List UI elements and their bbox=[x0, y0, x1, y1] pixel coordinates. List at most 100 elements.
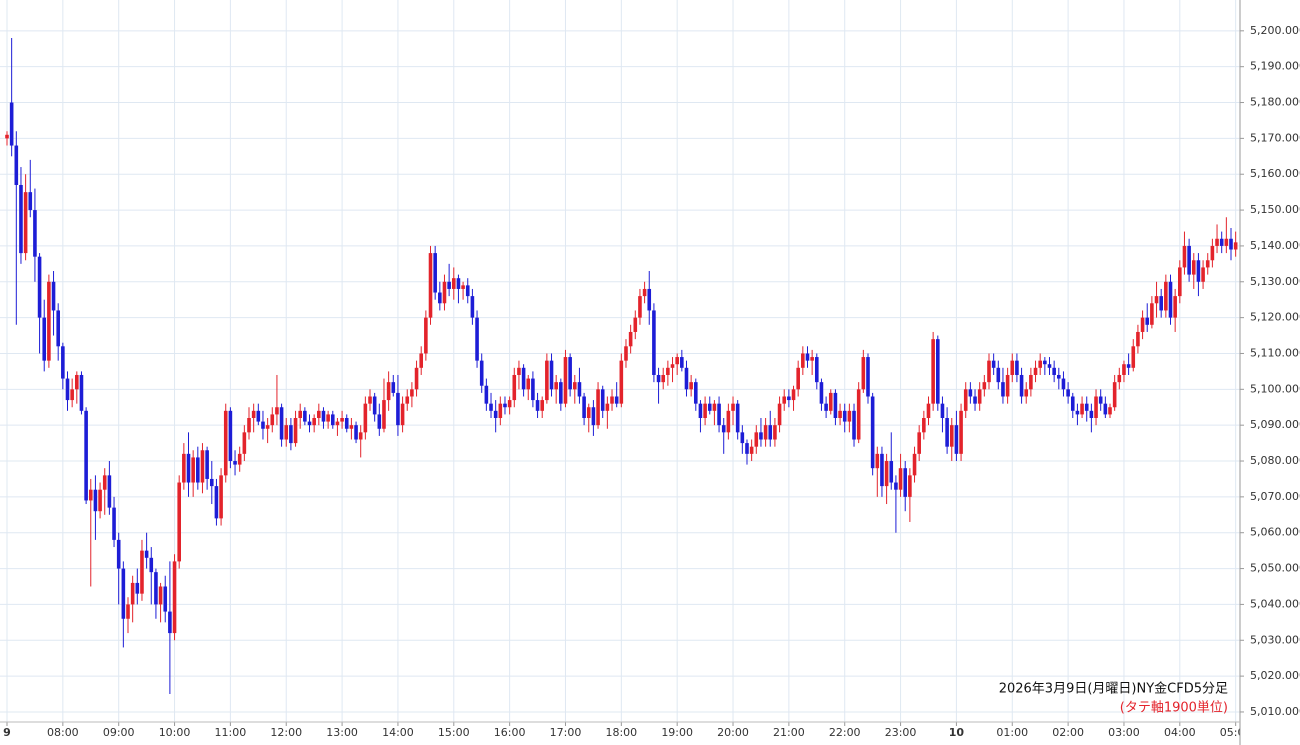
candle-body bbox=[1015, 360, 1019, 375]
candle-body bbox=[177, 482, 181, 562]
candle-body bbox=[1131, 346, 1136, 368]
candle-body bbox=[1210, 245, 1215, 261]
candle-body bbox=[433, 253, 437, 293]
candle-body bbox=[968, 389, 973, 397]
candle-body bbox=[1164, 281, 1168, 311]
candle-body bbox=[382, 400, 386, 429]
annotation: (タテ軸1900単位) bbox=[1120, 700, 1228, 716]
candle-body bbox=[954, 425, 959, 454]
candle-body bbox=[56, 310, 60, 347]
candle-body bbox=[335, 421, 340, 426]
candle-body bbox=[810, 357, 814, 361]
candle-body bbox=[572, 382, 577, 390]
candle-body bbox=[633, 317, 638, 332]
candle-body bbox=[619, 360, 624, 404]
candle-body bbox=[535, 400, 540, 411]
candle-body bbox=[512, 374, 517, 401]
candle-body bbox=[1103, 403, 1108, 415]
candle-body bbox=[163, 586, 168, 612]
candle-body bbox=[931, 339, 935, 404]
candle-body bbox=[391, 382, 396, 393]
candle-body bbox=[200, 450, 205, 483]
candle-body bbox=[98, 489, 102, 512]
candle-body bbox=[531, 378, 535, 401]
candle-body bbox=[987, 360, 991, 383]
x-tick-label: 9 bbox=[3, 726, 11, 739]
candle-body bbox=[107, 475, 112, 508]
candle-body bbox=[154, 572, 158, 605]
candle-body bbox=[1066, 389, 1070, 397]
candle-body bbox=[936, 339, 940, 404]
candle-body bbox=[358, 432, 363, 440]
candle-body bbox=[1029, 374, 1033, 390]
candle-body bbox=[880, 453, 884, 487]
candle-body bbox=[28, 192, 33, 211]
candle-body bbox=[1224, 238, 1229, 246]
candle-body bbox=[196, 457, 200, 483]
candle-body bbox=[926, 403, 931, 418]
candle-body bbox=[293, 418, 298, 444]
candle-body bbox=[498, 403, 503, 418]
candle-body bbox=[549, 360, 554, 390]
x-tick-label: 15:00 bbox=[438, 726, 470, 739]
candle-body bbox=[158, 586, 163, 605]
candle-body bbox=[223, 410, 228, 476]
candle-body bbox=[819, 382, 824, 404]
candle-body bbox=[773, 425, 777, 440]
candle-body bbox=[735, 403, 740, 433]
candle-body bbox=[1094, 396, 1098, 418]
candle-body bbox=[149, 557, 154, 573]
candle-body bbox=[84, 410, 88, 501]
candle-body bbox=[289, 425, 293, 444]
y-tick-label: 5,180.000 bbox=[1250, 96, 1300, 109]
candle-body bbox=[712, 403, 717, 411]
y-tick-label: 5,080.000 bbox=[1250, 454, 1300, 467]
candle-body bbox=[256, 410, 261, 422]
candle-body bbox=[284, 425, 289, 440]
candle-body bbox=[126, 604, 130, 619]
candle-body bbox=[1136, 331, 1140, 347]
candle-body bbox=[121, 568, 126, 619]
candle-body bbox=[721, 425, 726, 433]
candle-body bbox=[782, 396, 787, 404]
candle-body bbox=[298, 410, 303, 418]
candle-body bbox=[465, 285, 470, 297]
y-tick-label: 5,020.000 bbox=[1250, 669, 1300, 682]
candle-body bbox=[1150, 303, 1154, 325]
candle-body bbox=[116, 539, 121, 569]
candle-body bbox=[396, 392, 400, 426]
x-tick-label: 21:00 bbox=[773, 726, 805, 739]
x-tick-label: 16:00 bbox=[494, 726, 526, 739]
candle-body bbox=[577, 382, 582, 397]
y-tick-label: 5,130.000 bbox=[1250, 275, 1300, 288]
candle-body bbox=[1043, 360, 1047, 365]
candle-body bbox=[563, 357, 568, 404]
candle-body bbox=[973, 396, 977, 404]
x-tick-label: 20:00 bbox=[717, 726, 749, 739]
candle-body bbox=[833, 392, 838, 418]
candle-body bbox=[75, 374, 79, 390]
y-tick-label: 5,050.000 bbox=[1250, 562, 1300, 575]
candle-body bbox=[521, 367, 526, 390]
candle-body bbox=[209, 478, 214, 487]
candle-body bbox=[507, 400, 512, 408]
candle-body bbox=[912, 453, 917, 476]
candle-body bbox=[321, 410, 326, 422]
candle-body bbox=[554, 382, 558, 390]
candle-body bbox=[112, 507, 116, 540]
x-tick-label: 03:00 bbox=[1108, 726, 1140, 739]
candle-body bbox=[1005, 374, 1010, 397]
y-tick-label: 5,200.000 bbox=[1250, 24, 1300, 37]
candle-body bbox=[824, 403, 828, 411]
candle-body bbox=[1233, 242, 1238, 250]
candle-body bbox=[945, 418, 949, 447]
candle-body bbox=[1112, 382, 1117, 408]
x-tick-label: 17:00 bbox=[550, 726, 582, 739]
candle-body bbox=[79, 374, 84, 411]
candle-body bbox=[47, 281, 51, 361]
candle-body bbox=[144, 550, 149, 558]
y-tick-label: 5,010.000 bbox=[1250, 705, 1300, 718]
candle-body bbox=[1196, 260, 1201, 282]
candle-body bbox=[675, 357, 679, 365]
